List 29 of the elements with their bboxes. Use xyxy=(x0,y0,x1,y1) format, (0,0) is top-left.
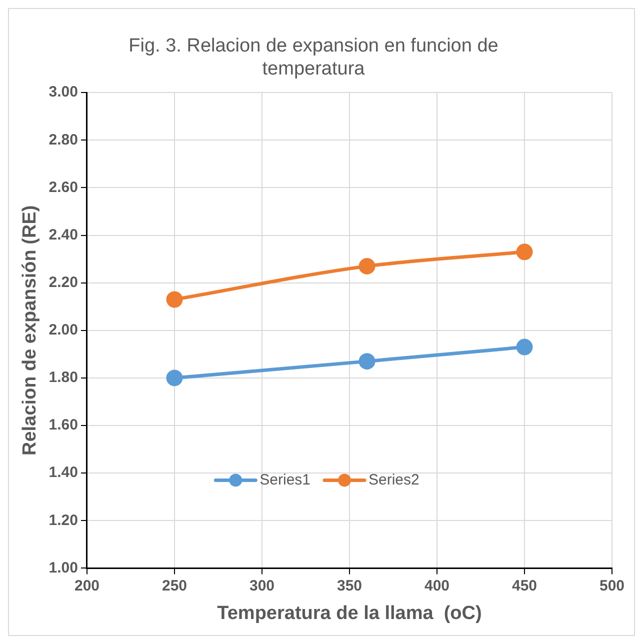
point xyxy=(358,258,376,274)
y-tick-label: 2.40 xyxy=(48,226,78,244)
legend-label: Series1 xyxy=(260,471,310,488)
point xyxy=(358,353,376,370)
y-tick-label: 2.20 xyxy=(48,274,78,291)
point xyxy=(166,370,183,386)
x-tick-label: 250 xyxy=(162,577,188,594)
point xyxy=(516,244,533,260)
x-tick-label: 350 xyxy=(336,577,362,594)
y-tick-label: 2.80 xyxy=(48,131,78,148)
y-tick-label: 1.60 xyxy=(48,416,78,434)
y-tick-label: 2.60 xyxy=(48,178,78,196)
legend-label: Series2 xyxy=(368,471,420,488)
y-axis-title: Relacion de expansión (RE) xyxy=(20,205,41,456)
y-tick-label: 1.80 xyxy=(48,369,78,386)
chart-title: Fig. 3. Relacion de expansion en funcion de temperatura xyxy=(128,36,498,80)
x-tick-label: 500 xyxy=(599,577,625,594)
x-tick-label: 200 xyxy=(74,577,100,594)
y-tick-label: 1.20 xyxy=(48,512,78,529)
y-tick-label: 2.00 xyxy=(48,322,78,339)
x-tick-label: 300 xyxy=(249,577,275,594)
x-axis-title: Temperatura de la llama (oC) xyxy=(217,602,482,624)
y-tick-label: 3.00 xyxy=(48,84,78,101)
y-tick-label: 1.40 xyxy=(48,464,78,482)
point xyxy=(166,291,183,308)
y-tick-label: 1.00 xyxy=(48,559,78,576)
point xyxy=(516,338,533,356)
x-tick-label: 400 xyxy=(424,577,450,594)
x-tick-label: 450 xyxy=(512,577,538,594)
